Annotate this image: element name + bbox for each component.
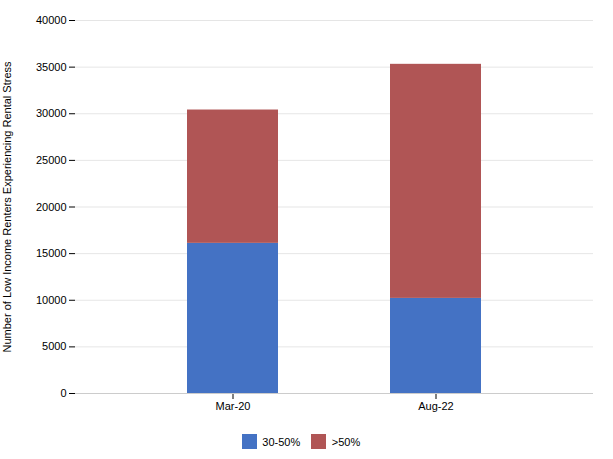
svg-text:35000: 35000 <box>36 61 67 73</box>
svg-text:10000: 10000 <box>36 294 67 306</box>
svg-text:20000: 20000 <box>36 201 67 213</box>
svg-text:Number of Low Income Renters E: Number of Low Income Renters Experiencin… <box>1 61 13 353</box>
svg-text:25000: 25000 <box>36 154 67 166</box>
svg-text:40000: 40000 <box>36 14 67 26</box>
html-text:30-50%: 30-50% <box>262 435 301 448</box>
html-text:>50%: >50% <box>331 435 361 448</box>
svg-text:5000: 5000 <box>42 340 66 352</box>
svg-text:Mar-20: Mar-20 <box>216 400 251 412</box>
svg-text:30000: 30000 <box>36 107 67 119</box>
svg-text:0: 0 <box>60 387 66 399</box>
svg-text:Aug-22: Aug-22 <box>418 400 453 412</box>
svg-text:15000: 15000 <box>36 247 67 259</box>
